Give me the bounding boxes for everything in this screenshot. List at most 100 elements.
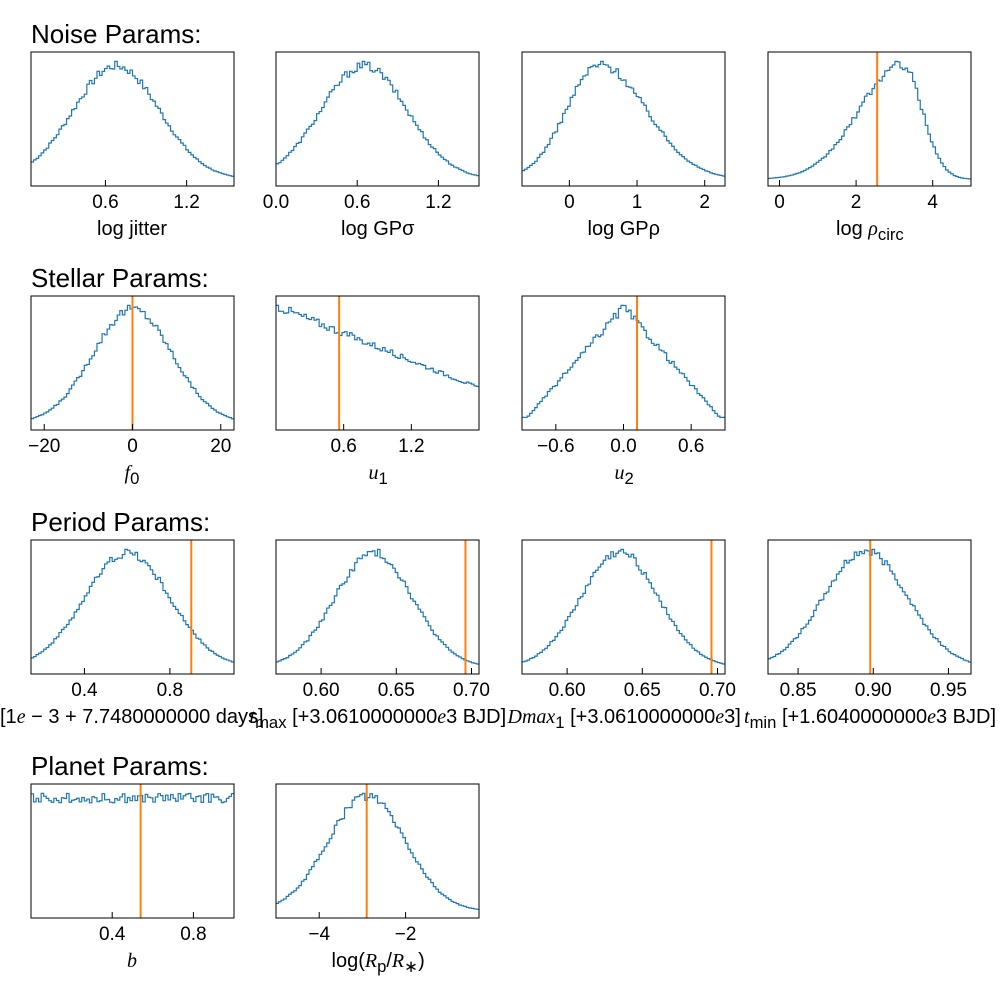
x-tick-label: 0.65 [378,680,415,701]
x-axis-label: [1e − 3 + 7.7480000000 days] [0,706,264,728]
histogram-plot: 0 1 2 [521,51,726,213]
x-tick-label: 0.4 [71,680,98,701]
histogram-plot: 0.0 0.6 1.2 [263,51,480,213]
x-tick-label: 0.65 [624,680,661,701]
x-axis-label: log GPσ [341,218,415,240]
x-tick-label: 0.6 [330,436,356,457]
section-title-noise: Noise Params: [31,19,202,49]
histogram-panel: 0.85 0.90 0.95 [748,535,998,701]
x-axis-label: log GPρ [587,218,661,240]
histogram-series [31,792,234,804]
histogram-plot: 0.4 0.8 [30,783,235,945]
x-tick-label: 1 [632,192,643,213]
histogram-plot: 0.6 1.2 [30,51,235,213]
histogram-panel: 0 1 2 [502,47,752,213]
histogram-series [276,304,479,388]
x-tick-label: 0.0 [610,436,636,457]
x-tick-label: 0.6 [92,192,118,213]
x-tick-label: 0.8 [157,680,183,701]
histogram-series [276,60,479,177]
plot-frame [275,783,480,919]
histogram-series [276,548,479,665]
x-tick-label: −20 [28,436,60,457]
x-tick-label: 0.90 [855,680,892,701]
histogram-panel: 0.4 0.8 [11,535,261,701]
histogram-plot: −0.6 0.0 0.6 [521,295,726,457]
x-tick-label: 2 [699,192,710,213]
x-tick-label: 0.6 [344,192,370,213]
plot-frame [30,51,235,187]
plot-frame [30,783,235,919]
plot-frame [521,539,726,675]
x-tick-label: 0.8 [180,924,206,945]
histogram-plot: −20 0 20 [28,295,235,457]
histogram-series [31,548,234,663]
section-title-period: Period Params: [31,507,211,537]
histogram-plot: −4 −2 [275,783,480,945]
histogram-panel: −0.6 0.0 0.6 [502,291,752,457]
x-axis-label: tmin [+1.6040000000e3 BJD] [744,706,997,732]
x-tick-label: −2 [395,924,417,945]
x-tick-label: 4 [927,192,938,213]
histogram-series [276,792,479,910]
x-tick-label: 0.60 [549,680,586,701]
x-tick-label: 0.4 [99,924,126,945]
x-axis-label: b [127,950,137,972]
plot-frame [767,539,972,675]
x-tick-label: 1.2 [173,192,199,213]
histogram-series [522,548,725,665]
x-tick-label: 2 [851,192,862,213]
x-tick-label: 0.6 [678,436,704,457]
x-axis-label: Dmax1 [+3.0610000000e3] [507,706,741,732]
x-axis-label: log jitter [97,218,168,240]
x-tick-label: 0 [127,436,138,457]
section-title-stellar: Stellar Params: [31,263,209,293]
section-title-planet: Planet Params: [31,751,209,781]
histogram-panel: 0.6 1.2 [11,47,261,213]
plot-frame [521,51,726,187]
histogram-plot: 0.85 0.90 0.95 [767,539,972,701]
x-axis-label: u2 [614,462,634,488]
x-axis-label: log(Rp/R∗) [331,950,425,976]
plot-frame [275,51,480,187]
x-axis-label: u1 [368,462,388,488]
histogram-panel: 0.6 1.2 [256,291,506,457]
plot-frame [30,539,235,675]
x-tick-label: 0 [774,192,785,213]
histogram-panel: 0.0 0.6 1.2 [256,47,506,213]
x-axis-label: f0 [124,462,140,488]
histogram-series [31,60,234,177]
plot-frame [275,295,480,431]
x-tick-label: 1.2 [425,192,451,213]
histogram-plot: 0.4 0.8 [30,539,235,701]
x-tick-label: 0.85 [780,680,817,701]
x-tick-label: 0 [564,192,575,213]
histogram-panel: 0.4 0.8 [11,779,261,945]
plot-frame [767,51,972,187]
x-axis-label: log ρcirc [836,218,904,244]
histogram-plot: 0 2 4 [767,51,972,213]
histogram-plot: 0.60 0.65 0.70 [521,539,736,701]
x-tick-label: 0.70 [699,680,736,701]
histogram-series [522,304,725,419]
x-axis-label: tmax [+3.0610000000e3 BJD] [249,706,507,732]
histogram-series [522,60,725,177]
histogram-panel: −4 −2 [256,779,506,945]
histogram-panel: 0.60 0.65 0.70 [502,535,752,701]
x-tick-label: 0.0 [263,192,289,213]
x-tick-label: −4 [308,924,330,945]
histogram-panel: 0 2 4 [748,47,998,213]
x-tick-label: 1.2 [398,436,424,457]
histogram-plot: 0.6 1.2 [275,295,480,457]
histogram-series [768,60,971,180]
x-tick-label: 0.95 [930,680,967,701]
x-tick-label: 20 [210,436,231,457]
histogram-panel: −20 0 20 [11,291,261,457]
x-tick-label: 0.70 [453,680,490,701]
plot-frame [275,539,480,675]
histogram-panel: 0.60 0.65 0.70 [256,535,506,701]
x-tick-label: −0.6 [537,436,575,457]
histogram-plot: 0.60 0.65 0.70 [275,539,490,701]
x-tick-label: 0.60 [303,680,340,701]
